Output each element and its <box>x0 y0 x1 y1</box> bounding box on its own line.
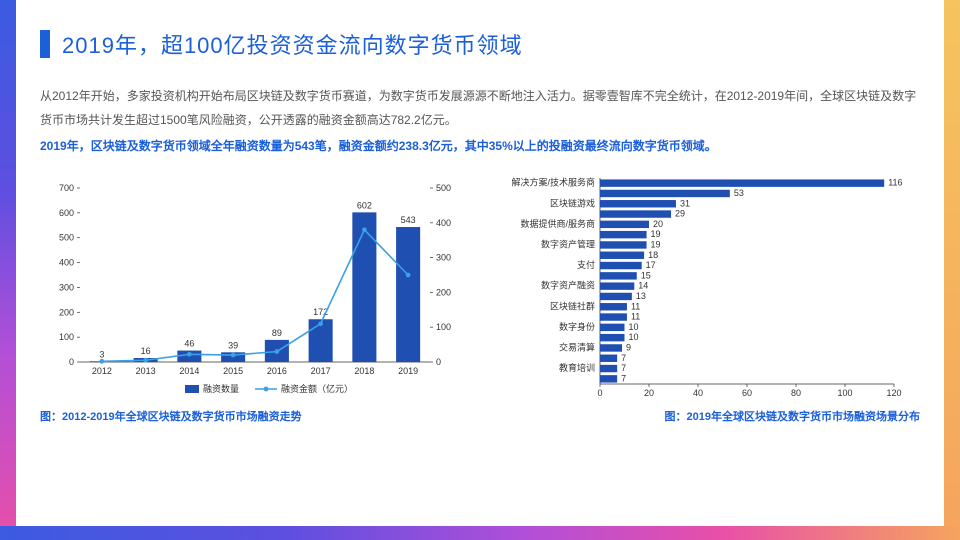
svg-text:11: 11 <box>631 312 640 322</box>
left-chart: 0 100 200 300 400 500 600 700 0 100 200 300 400 500 3 2… <box>40 172 470 402</box>
svg-text:数字资产融资: 数字资产融资 <box>541 280 595 291</box>
svg-text:13: 13 <box>636 291 646 301</box>
title-row: 2019年，超100亿投资资金流向数字货币领域 <box>40 28 920 60</box>
svg-text:53: 53 <box>734 188 744 198</box>
svg-text:400: 400 <box>59 258 74 268</box>
svg-text:交易清算: 交易清算 <box>559 342 595 353</box>
svg-text:200: 200 <box>59 307 74 317</box>
svg-text:10: 10 <box>629 332 639 342</box>
svg-text:29: 29 <box>675 209 685 219</box>
svg-text:100: 100 <box>436 322 451 332</box>
svg-text:602: 602 <box>357 200 372 210</box>
right-chart-box: 0 20 40 60 80 100 120 116 解决方案/技术服务商 53 31 区块链游戏 29 2… <box>490 172 920 424</box>
svg-text:融资数量: 融资数量 <box>203 383 239 394</box>
svg-text:支付: 支付 <box>577 259 595 270</box>
svg-text:数据提供商/服务商: 数据提供商/服务商 <box>520 218 595 229</box>
svg-text:200: 200 <box>436 287 451 297</box>
svg-text:2013: 2013 <box>136 366 156 376</box>
svg-text:2015: 2015 <box>223 366 243 376</box>
title-accent-bar <box>40 30 50 58</box>
svg-text:融资金额（亿元）: 融资金额（亿元） <box>281 383 353 394</box>
svg-text:0: 0 <box>436 357 441 367</box>
svg-text:11: 11 <box>631 301 640 311</box>
slide-content: 2019年，超100亿投资资金流向数字货币领域 从2012年开始，多家投资机构开… <box>40 28 920 512</box>
svg-text:7: 7 <box>621 373 626 383</box>
svg-text:20: 20 <box>653 219 663 229</box>
decorative-border-left <box>0 0 16 540</box>
svg-text:500: 500 <box>436 183 451 193</box>
svg-text:7: 7 <box>621 353 626 363</box>
body-highlight: 2019年，区块链及数字货币领域全年融资数量为543笔，融资金额约238.3亿元… <box>40 134 920 158</box>
left-chart-box: 0 100 200 300 400 500 600 700 0 100 200 300 400 500 3 2… <box>40 172 470 424</box>
svg-text:300: 300 <box>59 282 74 292</box>
svg-text:3: 3 <box>99 349 104 359</box>
svg-text:0: 0 <box>597 388 602 398</box>
body-paragraph: 从2012年开始，多家投资机构开始布局区块链及数字货币赛道，为数字货币发展源源不… <box>40 84 920 132</box>
svg-text:2014: 2014 <box>179 366 199 376</box>
svg-text:500: 500 <box>59 233 74 243</box>
svg-text:0: 0 <box>69 357 74 367</box>
svg-text:16: 16 <box>141 346 151 356</box>
right-chart: 0 20 40 60 80 100 120 116 解决方案/技术服务商 53 31 区块链游戏 29 2… <box>490 172 920 402</box>
svg-text:39: 39 <box>228 340 238 350</box>
svg-text:89: 89 <box>272 328 282 338</box>
svg-text:60: 60 <box>742 388 752 398</box>
svg-text:19: 19 <box>651 240 661 250</box>
svg-text:数字身份: 数字身份 <box>559 321 595 332</box>
svg-text:46: 46 <box>184 339 194 349</box>
svg-text:15: 15 <box>641 270 651 280</box>
svg-text:2019: 2019 <box>398 366 418 376</box>
svg-text:17: 17 <box>646 260 656 270</box>
left-chart-caption: 图：2012-2019年全球区块链及数字货币市场融资走势 <box>40 408 470 424</box>
svg-text:20: 20 <box>644 388 654 398</box>
svg-text:2012: 2012 <box>92 366 112 376</box>
svg-text:543: 543 <box>401 215 416 225</box>
svg-text:116: 116 <box>888 178 902 188</box>
svg-text:120: 120 <box>886 388 901 398</box>
svg-text:700: 700 <box>59 183 74 193</box>
svg-text:40: 40 <box>693 388 703 398</box>
svg-text:教育培训: 教育培训 <box>559 362 595 373</box>
svg-text:解决方案/技术服务商: 解决方案/技术服务商 <box>511 177 595 188</box>
svg-text:31: 31 <box>680 198 690 208</box>
svg-text:19: 19 <box>651 229 661 239</box>
svg-text:300: 300 <box>436 253 451 263</box>
charts-row: 0100200300400500600700010020030040050032… <box>40 172 920 424</box>
svg-text:数字资产管理: 数字资产管理 <box>541 239 595 250</box>
svg-text:100: 100 <box>837 388 852 398</box>
svg-text:600: 600 <box>59 208 74 218</box>
page-title: 2019年，超100亿投资资金流向数字货币领域 <box>62 28 523 60</box>
svg-text:7: 7 <box>621 363 626 373</box>
svg-text:100: 100 <box>59 332 74 342</box>
svg-text:80: 80 <box>791 388 801 398</box>
svg-text:10: 10 <box>629 322 639 332</box>
svg-text:2017: 2017 <box>311 366 331 376</box>
svg-text:区块链社群: 区块链社群 <box>550 300 595 311</box>
svg-text:18: 18 <box>648 250 658 260</box>
svg-text:400: 400 <box>436 218 451 228</box>
svg-text:14: 14 <box>638 281 648 291</box>
decorative-border-right <box>944 0 960 540</box>
svg-text:区块链游戏: 区块链游戏 <box>550 197 595 208</box>
decorative-border-bottom <box>0 526 960 540</box>
svg-text:2016: 2016 <box>267 366 287 376</box>
svg-text:2018: 2018 <box>354 366 374 376</box>
right-chart-caption: 图：2019年全球区块链及数字货币市场融资场景分布 <box>490 408 920 424</box>
svg-text:9: 9 <box>626 343 631 353</box>
